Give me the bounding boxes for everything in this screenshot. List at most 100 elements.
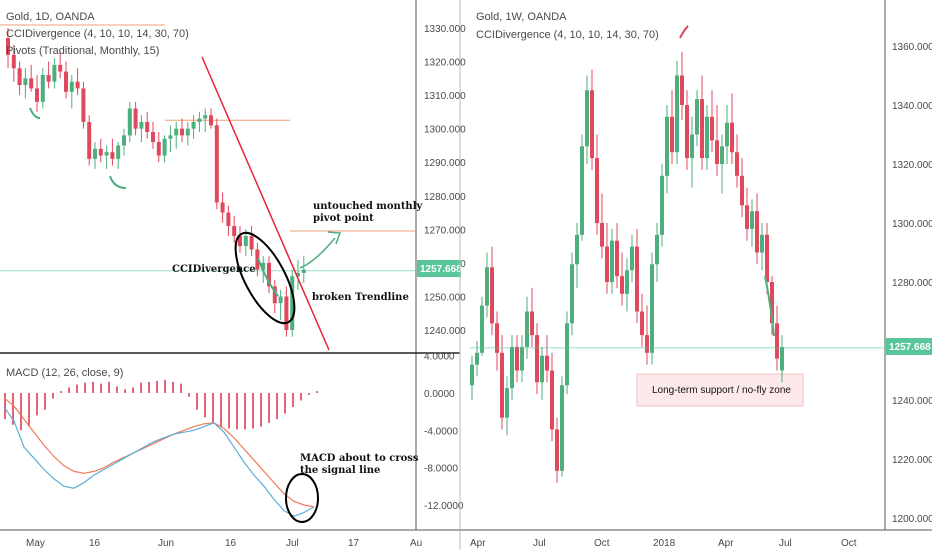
candle-body [133, 108, 138, 129]
candle-body [675, 75, 679, 153]
candle-body [46, 74, 51, 82]
time-tick-label: 16 [225, 538, 237, 549]
price-tick-label: 1300.000 [424, 125, 466, 136]
candle-body [745, 205, 749, 229]
macd-tick-label: 4.0000 [424, 352, 455, 363]
time-tick-label: Apr [718, 538, 734, 549]
left-legend-pivots: Pivots (Traditional, Monthly, 15) [6, 45, 159, 57]
candle-body [550, 370, 554, 430]
candle-body [197, 118, 202, 122]
candle-body [255, 249, 260, 270]
candle-body [284, 296, 289, 330]
candle-body [40, 74, 45, 102]
candle-body [520, 346, 524, 371]
histogram-bar [28, 393, 30, 427]
left-legend-cci: CCIDivergence (4, 10, 10, 14, 30, 70) [6, 28, 189, 40]
candle-body [620, 276, 624, 294]
histogram-bar [76, 384, 78, 393]
candle-body [500, 352, 504, 418]
histogram-bar [204, 393, 206, 418]
price-tick-label: 1310.000 [424, 91, 466, 102]
pivot-note-line1: untouched monthly [313, 201, 424, 212]
price-tick-label: 1290.000 [424, 158, 466, 169]
candle-body [720, 146, 724, 164]
histogram-bar [244, 393, 246, 430]
macd-legend: MACD (12, 26, close, 9) [6, 367, 123, 379]
price-tick-label: 1320.000 [424, 58, 466, 69]
histogram-bar [4, 393, 6, 420]
histogram-bar [100, 383, 102, 393]
price-tick-label: 1300.000 [892, 219, 932, 230]
histogram-bar [180, 383, 182, 393]
right-last-price-tag [886, 338, 932, 355]
time-tick-label: Jul [286, 538, 299, 549]
candle-body [635, 246, 639, 312]
candle-body [17, 68, 22, 86]
time-tick-label: 17 [348, 538, 360, 549]
time-tick-label: 2018 [653, 538, 676, 549]
candle-body [81, 88, 86, 122]
time-tick-label: May [26, 538, 45, 549]
price-tick-label: 1200.000 [892, 514, 932, 525]
price-tick-label: 1250.000 [424, 292, 466, 303]
candle-body [11, 54, 16, 69]
candle-body [290, 276, 295, 330]
right-price-axis[interactable]: 1360.000 1340.000 1320.000 1300.000 1280.000… [892, 42, 932, 525]
time-tick-label: Jul [779, 538, 792, 549]
candle-body [301, 269, 306, 273]
left-drawings [29, 56, 342, 351]
candle-body [700, 99, 704, 159]
price-tick-label: 1320.000 [892, 160, 932, 171]
cci-mark-bottom [764, 275, 775, 337]
candle-body [156, 142, 161, 156]
candle-body [145, 121, 150, 133]
candle-body [525, 311, 529, 347]
candle-body [261, 262, 266, 270]
candle-body [510, 346, 514, 389]
candle-body [770, 282, 774, 324]
histogram-bar [36, 393, 38, 416]
left-price-area[interactable] [0, 0, 416, 352]
signal-line [3, 397, 315, 508]
right-drawings [470, 25, 885, 349]
histogram-bar [124, 389, 126, 393]
right-chart-pane[interactable]: Gold, 1W, OANDA CCIDivergence (4, 10, 10… [459, 0, 932, 550]
histogram-bar [308, 393, 310, 395]
time-tick-label: Au [410, 538, 422, 549]
histogram-bar [172, 381, 174, 393]
candle-body [296, 272, 300, 277]
histogram-bar [92, 381, 94, 393]
right-legend-cci: CCIDivergence (4, 10, 10, 14, 30, 70) [476, 29, 659, 41]
weekly-candles [470, 51, 784, 483]
candle-body [580, 146, 584, 235]
candle-body [162, 138, 167, 156]
candle-body [730, 122, 734, 153]
candle-body [29, 78, 34, 89]
histogram-bar [196, 393, 198, 410]
left-chart-pane[interactable]: Gold, 1D, OANDA CCIDivergence (4, 10, 10… [0, 0, 466, 549]
macd-note-line1: MACD about to cross [300, 453, 419, 464]
time-tick-label: Apr [470, 538, 486, 549]
right-time-axis[interactable]: Apr Jul Oct 2018 Apr Jul Oct [470, 538, 857, 549]
candle-body [104, 152, 109, 156]
candle-body [695, 99, 699, 135]
macd-tick-label: -12.0000 [424, 501, 464, 512]
candle-body [575, 234, 579, 265]
candle-body [470, 364, 474, 386]
candle-body [690, 134, 694, 159]
left-time-axis[interactable]: May 16 Jun 16 Jul 17 Au [26, 538, 422, 549]
macd-axis[interactable]: 4.0000 0.0000 -4.0000 -8.0000 -12.0000 [424, 352, 464, 512]
candle-body [505, 388, 509, 418]
candle-body [680, 75, 684, 105]
candle-body [110, 152, 115, 159]
price-tick-label: 1280.000 [424, 192, 466, 203]
candle-body [640, 311, 644, 336]
candle-body [555, 429, 559, 471]
time-tick-label: Jul [533, 538, 546, 549]
trendline-note: broken Trendline [312, 292, 409, 303]
candle-body [238, 236, 242, 247]
histogram-bar [44, 393, 46, 410]
projection-arrow [299, 237, 336, 269]
trendline [201, 56, 330, 351]
cci-note: CCIDivergence [172, 264, 256, 275]
